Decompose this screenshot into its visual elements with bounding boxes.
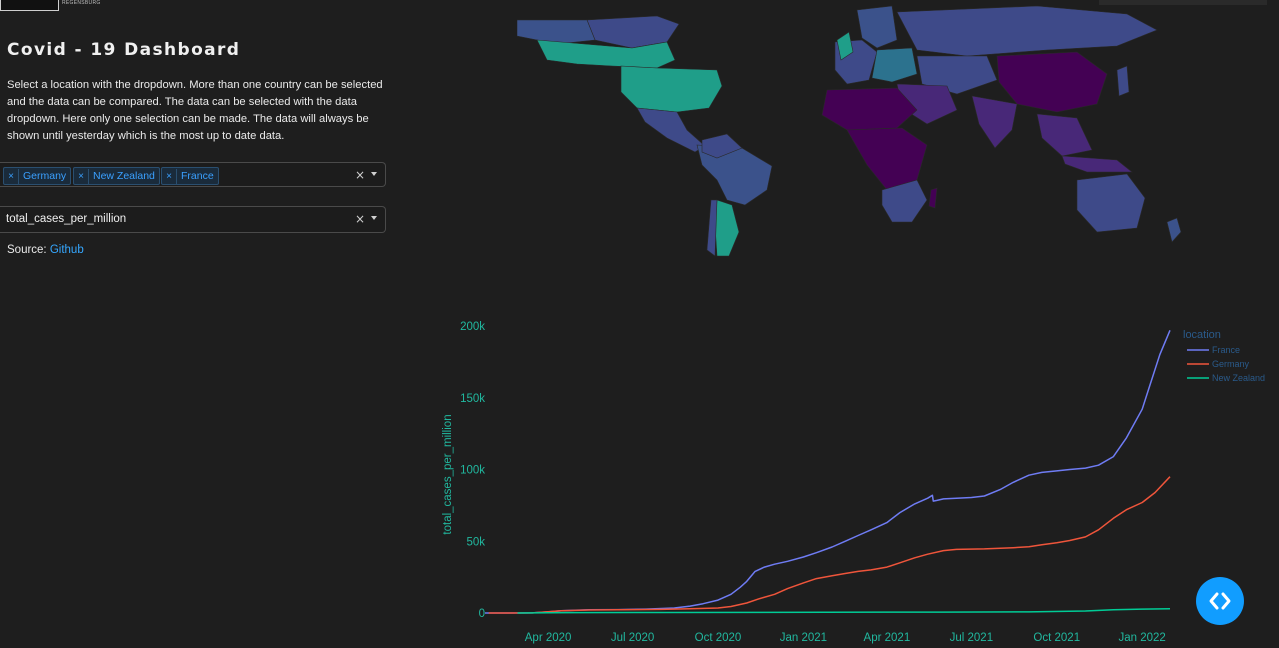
data-dropdown-value: total_cases_per_million — [6, 213, 127, 225]
selected-location-chip[interactable]: × New Zealand — [73, 167, 160, 185]
map-region-usa — [620, 65, 723, 113]
chip-label: New Zealand — [93, 170, 155, 182]
remove-chip-icon[interactable]: × — [4, 169, 19, 185]
page-description: Select a location with the dropdown. Mor… — [7, 79, 383, 142]
y-tick-label: 0 — [479, 608, 485, 620]
map-region-colombia — [701, 133, 743, 159]
x-tick-label: Apr 2021 — [864, 632, 911, 644]
cases-line-chart[interactable]: 0 50k 100k 150k 200k Apr 2020 Jul 2020 Oct 2020… — [400, 318, 1279, 648]
page-title: Covid - 19 Dashboard — [7, 40, 241, 60]
x-tick-label: Jul 2020 — [611, 632, 654, 644]
map-region-north-africa — [821, 87, 918, 131]
map-region-uk — [836, 31, 854, 61]
source-link[interactable]: Github — [49, 244, 84, 256]
map-region-central-asia — [916, 55, 998, 95]
clear-icon[interactable]: × — [354, 168, 365, 182]
legend-label: Germany — [1212, 359, 1250, 369]
clear-icon[interactable]: × — [354, 212, 365, 226]
map-region-argentina — [714, 199, 740, 257]
x-tick-label: Oct 2020 — [695, 632, 742, 644]
map-region-indonesia — [1061, 155, 1133, 173]
series-line-new-zealand — [517, 607, 1171, 614]
world-choropleth-map[interactable] — [517, 0, 1193, 262]
series-line-germany — [488, 476, 1171, 614]
y-axis-title: total_cases_per_million — [442, 414, 454, 534]
remove-chip-icon[interactable]: × — [74, 169, 89, 185]
x-tick-label: Jan 2022 — [1118, 632, 1165, 644]
selected-location-chip[interactable]: × France — [161, 167, 219, 185]
university-logo-text: REGENSBURG — [62, 0, 101, 6]
source-line: Source: Github — [7, 244, 84, 256]
source-label: Source: — [7, 244, 47, 256]
map-region-canada — [536, 39, 676, 69]
devtools-toggle-button[interactable] — [1196, 577, 1244, 625]
map-region-southern-africa — [881, 179, 928, 223]
y-tick-label: 200k — [460, 321, 485, 333]
data-dropdown[interactable]: total_cases_per_million × — [0, 206, 386, 233]
y-tick-label: 50k — [466, 536, 485, 548]
map-region-japan — [1116, 65, 1130, 97]
map-region-europe-east — [871, 47, 918, 83]
map-region-mexico — [636, 107, 706, 153]
plot-modebar[interactable] — [1099, 0, 1267, 5]
logo-line-2: REGENSBURG — [62, 0, 101, 6]
x-tick-label: Jan 2021 — [780, 632, 827, 644]
legend-title: location — [1183, 329, 1221, 341]
map-region-arctic-west — [517, 19, 596, 45]
map-region-chile — [706, 199, 718, 257]
y-tick-label: 150k — [460, 393, 485, 405]
legend-label: New Zealand — [1212, 373, 1265, 383]
x-tick-label: Apr 2020 — [525, 632, 572, 644]
chip-label: France — [181, 170, 214, 182]
map-region-brazil — [696, 144, 773, 206]
map-region-china — [996, 51, 1108, 113]
map-region-new-zealand — [1166, 217, 1182, 243]
map-region-russia — [896, 5, 1158, 57]
location-dropdown[interactable]: × Germany × New Zealand × France × — [0, 162, 386, 187]
map-region-madagascar — [928, 187, 938, 209]
code-brackets-icon — [1209, 592, 1231, 610]
series-line-france — [484, 330, 1171, 614]
legend-label: France — [1212, 345, 1240, 355]
chip-label: Germany — [23, 170, 67, 182]
caret-down-icon[interactable] — [371, 172, 377, 176]
y-tick-label: 100k — [460, 465, 485, 477]
map-region-southeast-asia — [1036, 113, 1093, 157]
caret-down-icon[interactable] — [371, 216, 377, 220]
university-logo — [0, 0, 59, 11]
map-region-australia — [1076, 173, 1146, 233]
x-tick-label: Jul 2021 — [950, 632, 993, 644]
map-region-india — [971, 95, 1018, 149]
x-tick-label: Oct 2021 — [1033, 632, 1080, 644]
remove-chip-icon[interactable]: × — [162, 169, 177, 185]
map-region-scandinavia — [856, 5, 898, 49]
selected-location-chip[interactable]: × Germany — [3, 167, 72, 185]
